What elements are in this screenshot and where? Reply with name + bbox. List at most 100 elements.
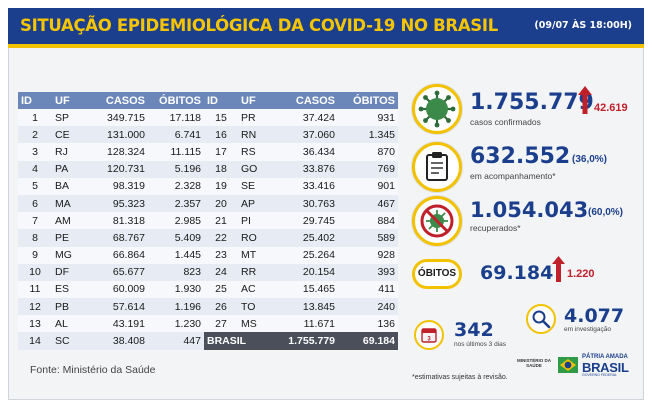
cell-casos: 15.465 [268,280,338,299]
cell-uf: MS [238,315,268,333]
table-row: 27 MS 11.671 136 [204,315,398,333]
cell-uf: SP [52,109,82,127]
update-datetime: (09/07 ÀS 18:00H) [534,20,632,31]
deaths-badge: ÓBITOS [412,259,462,289]
total-row: BRASIL 1.755.779 69.184 [204,332,398,350]
cell-obitos: 901 [338,177,398,195]
cell-obitos: 5.196 [148,160,204,178]
table-row: 12 PB 57.614 1.196 [18,298,204,316]
cell-casos: 43.191 [82,315,148,333]
cell-obitos: 11.115 [148,143,204,161]
cell-casos: 65.677 [82,263,148,281]
cell-id: 13 [18,315,52,333]
cell-uf: RN [238,126,268,144]
cell-obitos: 589 [338,229,398,247]
virus-crossed-icon [412,196,462,246]
cell-casos: 120.731 [82,160,148,178]
cell-obitos: 2.357 [148,194,204,213]
cell-uf: MA [52,194,82,213]
cell-casos: 68.767 [82,229,148,247]
arrow-up-icon [578,86,592,114]
table-row: 13 AL 43.191 1.230 [18,315,204,333]
cell-uf: AM [52,212,82,230]
cell-uf: ES [52,280,82,299]
cell-casos: 60.009 [82,280,148,299]
column-header-uf: UF [238,92,268,109]
table-row: 4 PA 120.731 5.196 [18,160,204,178]
column-header-id: ID [204,92,238,109]
cell-casos: 33.876 [268,160,338,178]
monitoring-value: 632.552 [470,144,571,169]
gov-logo-main: BRASIL [582,360,629,375]
cell-uf: AP [238,194,268,213]
cell-obitos: 1.445 [148,246,204,264]
cell-casos: 66.864 [82,246,148,264]
table-row: 17 RS 36.434 870 [204,143,398,161]
header-bar: SITUAÇÃO EPIDEMIOLÓGICA DA COVID-19 NO B… [8,8,644,48]
cell-casos: 36.434 [268,143,338,161]
cell-obitos: 2.985 [148,212,204,230]
table-row: 15 PR 37.424 931 [204,109,398,127]
cell-id: 8 [18,229,52,247]
cell-obitos: 467 [338,194,398,213]
states-table-left: ID UF CASOS ÓBITOS 1 SP 349.715 17.118 2 CE 13… [18,92,204,350]
table-row: 23 MT 25.264 928 [204,246,398,264]
table-row: 3 RJ 128.324 11.115 [18,143,204,161]
table-row: 5 BA 98.319 2.328 [18,177,204,195]
cell-id: 1 [18,109,52,127]
gov-logo-sub: GOVERNO FEDERAL [582,373,618,377]
table-row: 1 SP 349.715 17.118 [18,109,204,127]
cell-uf: PB [52,298,82,316]
arrow-up-icon [552,256,565,282]
cell-id: 20 [204,194,238,213]
confirmed-cases-label: casos confirmados [470,117,541,127]
column-header-casos: CASOS [268,92,338,109]
cell-obitos: 1.230 [148,315,204,333]
investigation-label: em investigação [564,326,611,333]
calendar-icon: 3 [414,320,444,350]
table-row: 20 AP 30.763 467 [204,194,398,213]
cell-obitos: 1.930 [148,280,204,299]
cell-id: 21 [204,212,238,230]
cell-id: 2 [18,126,52,144]
cell-uf: AC [238,280,268,299]
table-row: 10 DF 65.677 823 [18,263,204,281]
cell-id: 15 [204,109,238,127]
cell-obitos: 411 [338,280,398,299]
column-header-uf: UF [52,92,82,109]
cell-id: 11 [18,280,52,299]
table-row: 8 PE 68.767 5.409 [18,229,204,247]
cell-uf: TO [238,298,268,316]
confirmed-cases-delta: 42.619 [594,102,628,114]
cell-casos: 98.319 [82,177,148,195]
cell-uf: CE [52,126,82,144]
cell-uf: AL [52,315,82,333]
cell-obitos: 1.345 [338,126,398,144]
total-label: BRASIL [204,332,268,350]
cell-casos: 128.324 [82,143,148,161]
cell-uf: RS [238,143,268,161]
svg-text:3: 3 [427,337,431,343]
cell-id: 24 [204,263,238,281]
deaths-delta: 1.220 [567,268,595,280]
table-row: 14 SC 38.408 447 [18,332,204,350]
column-header-obitos: ÓBITOS [148,92,204,109]
cell-uf: RJ [52,143,82,161]
deaths-value: 69.184 [480,262,554,284]
cell-obitos: 136 [338,315,398,333]
monitoring-label: em acompanhamento* [470,171,556,181]
cell-casos: 25.264 [268,246,338,264]
cell-obitos: 928 [338,246,398,264]
column-header-obitos: ÓBITOS [338,92,398,109]
table-row: 6 MA 95.323 2.357 [18,194,204,213]
cell-obitos: 447 [148,332,204,350]
last-days-label: nos últimos 3 dias [454,341,507,348]
cell-id: 19 [204,177,238,195]
cell-id: 3 [18,143,52,161]
cell-obitos: 5.409 [148,229,204,247]
cell-id: 12 [18,298,52,316]
investigation-value: 4.077 [564,305,625,327]
cell-id: 10 [18,263,52,281]
magnifier-icon [526,304,556,334]
cell-casos: 95.323 [82,194,148,213]
